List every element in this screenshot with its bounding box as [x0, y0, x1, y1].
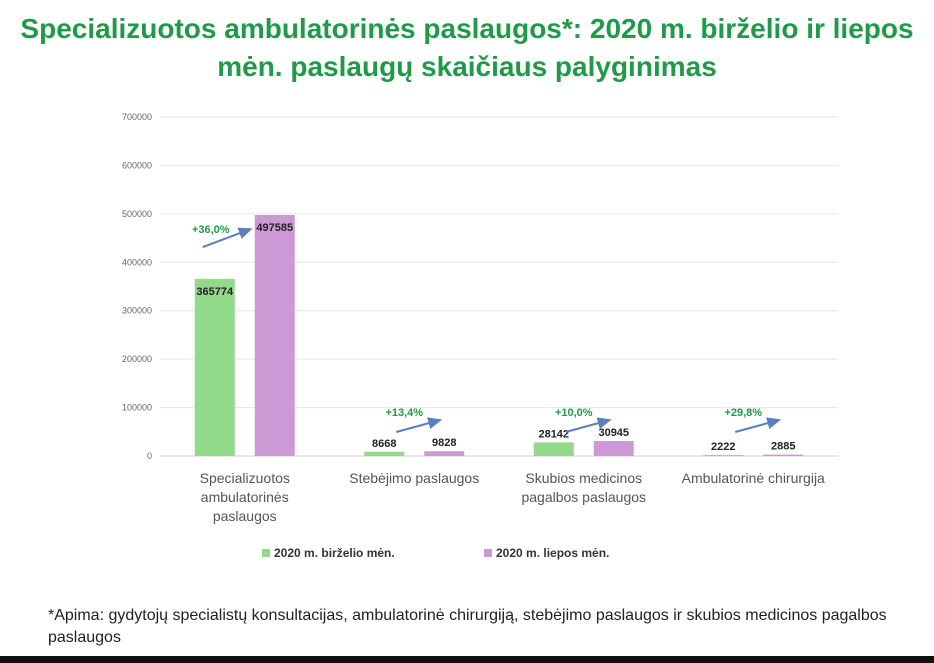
legend-item-june: 2020 m. birželio mėn. [262, 546, 395, 560]
y-tick-label: 600000 [122, 160, 152, 170]
legend-swatch-june [262, 549, 270, 557]
bar [763, 454, 804, 456]
bar [194, 278, 235, 456]
y-tick-label: 400000 [122, 257, 152, 267]
legend-item-july: 2020 m. liepos mėn. [484, 546, 609, 560]
y-tick-label: 200000 [122, 354, 152, 364]
legend-swatch-july [484, 549, 492, 557]
x-category-label: pagalbos paslaugos [521, 489, 646, 505]
chart-title: Specializuotos ambulatorinės paslaugos*:… [20, 13, 914, 82]
bar [364, 451, 405, 456]
data-label: 28142 [538, 428, 569, 440]
data-label: 9828 [432, 437, 456, 449]
legend-label-july: 2020 m. liepos mėn. [496, 546, 610, 560]
growth-label: +10,0% [555, 407, 593, 419]
bar [593, 441, 634, 456]
x-category-label: paslaugos [213, 508, 277, 524]
growth-arrow [395, 417, 443, 433]
growth-label: +13,4% [385, 407, 423, 419]
x-category-label: Skubios medicinos [525, 470, 642, 486]
growth-label: +36,0% [192, 224, 230, 236]
data-label: 497585 [256, 222, 293, 234]
data-label: 365774 [196, 286, 234, 298]
bar [424, 451, 465, 456]
y-tick-label: 0 [147, 451, 152, 461]
bottom-border [0, 656, 934, 663]
data-label: 30945 [598, 427, 629, 439]
growth-arrow [202, 227, 253, 248]
legend: 2020 m. birželio mėn. 2020 m. liepos mėn… [0, 546, 934, 566]
bar-chart: 0 100000 200000 300000 400000 500000 600000 700… [122, 112, 838, 524]
y-tick-label: 500000 [122, 209, 152, 219]
bar [703, 454, 744, 456]
data-label: 2222 [711, 441, 735, 453]
x-category-label: Ambulatorinė chirurgija [682, 470, 825, 486]
data-label: 8668 [372, 438, 396, 450]
legend-label-june: 2020 m. birželio mėn. [274, 546, 395, 560]
x-category-label: Stebėjimo paslaugos [349, 470, 479, 486]
y-tick-label: 300000 [122, 306, 152, 316]
y-tick-label: 700000 [122, 112, 152, 122]
y-tick-label: 100000 [122, 403, 152, 413]
footnote: *Apima: gydytojų specialistų konsultacij… [48, 607, 887, 646]
bar [254, 215, 295, 456]
x-category-label: Specializuotos [200, 470, 290, 486]
growth-arrow [565, 417, 612, 433]
bar [533, 442, 574, 456]
growth-arrow [734, 417, 782, 433]
x-category-label: ambulatorinės [201, 489, 289, 505]
growth-label: +29,8% [724, 407, 762, 419]
data-label: 2885 [771, 441, 795, 453]
